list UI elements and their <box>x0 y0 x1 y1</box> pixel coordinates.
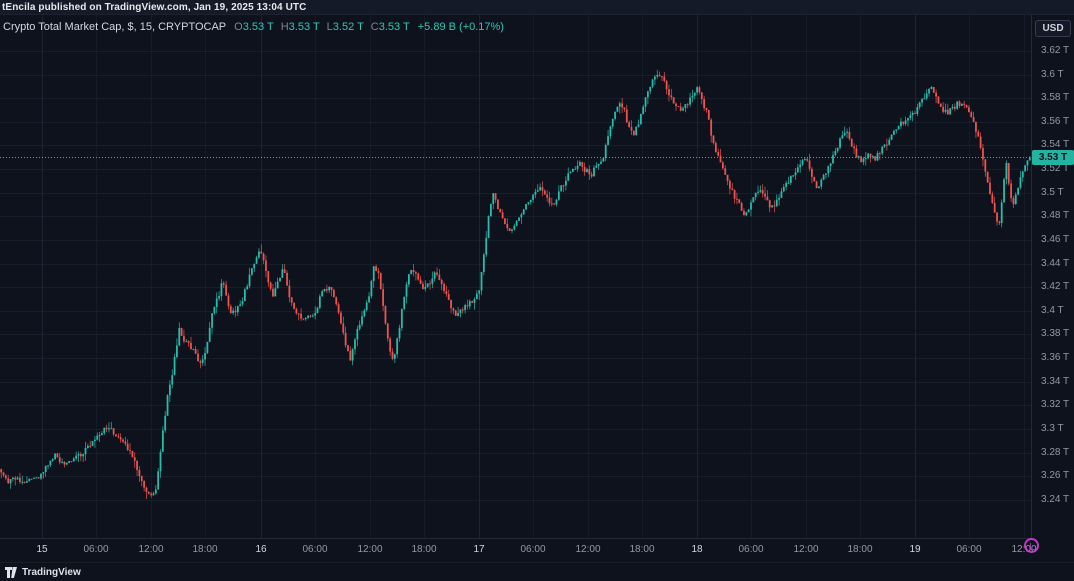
price-tick-label: 3.5 T <box>1041 186 1064 198</box>
price-tick-label: 3.36 T <box>1041 352 1070 364</box>
time-tick-label: 18:00 <box>192 544 218 555</box>
time-tick-label: 06:00 <box>738 544 764 555</box>
time-tick-label: 06:00 <box>956 544 982 555</box>
ohlc-value: 3.53 T <box>288 21 320 33</box>
ohlc-label: H <box>280 21 289 33</box>
chart-legend: Crypto Total Market Cap, $, 15, CRYPTOCA… <box>3 20 504 34</box>
attribution-bar: tEncila published on TradingView.com, Ja… <box>0 0 1074 15</box>
change-value: +5.89 B (+0.17%) <box>417 21 504 33</box>
time-tick-label: 06:00 <box>302 544 328 555</box>
ohlc-value: 3.53 T <box>378 21 410 33</box>
ohlc-item: O3.53 T <box>234 21 274 33</box>
price-tick-label: 3.44 T <box>1041 257 1070 269</box>
price-tick-label: 3.42 T <box>1041 281 1070 293</box>
price-tick-label: 3.46 T <box>1041 233 1070 245</box>
price-tick-label: 3.6 T <box>1041 68 1064 80</box>
symbol-title: Crypto Total Market Cap, $, 15, CRYPTOCA… <box>3 21 227 33</box>
price-tick-label: 3.24 T <box>1041 493 1070 505</box>
price-tick-label: 3.4 T <box>1041 304 1064 316</box>
time-tick-label: 19 <box>909 544 921 555</box>
ohlc-value: 3.52 T <box>332 21 364 33</box>
currency-usd-button[interactable]: USD <box>1035 20 1071 37</box>
tradingview-logo-text: TradingView <box>22 566 81 578</box>
price-tick-label: 3.28 T <box>1041 446 1070 458</box>
ohlc-item: C3.53 T <box>371 21 410 33</box>
price-tick-label: 3.34 T <box>1041 375 1070 387</box>
time-tick-label: 06:00 <box>83 544 109 555</box>
price-tick-label: 3.56 T <box>1041 115 1070 127</box>
price-tick-label: 3.58 T <box>1041 92 1070 104</box>
last-price-badge: 3.53 T <box>1032 149 1074 165</box>
price-tick-label: 3.32 T <box>1041 399 1070 411</box>
time-tick-label: 12:00 <box>793 544 819 555</box>
time-tick-label: 12:00 <box>1011 544 1037 555</box>
ohlc-item: H3.53 T <box>281 21 320 33</box>
time-tick-label: 15 <box>36 544 48 555</box>
time-scale[interactable]: 15 06:00 12:00 18:00 16 06:00 12:00 18:00 17 06:0… <box>0 538 1037 562</box>
price-tick-label: 3.52 T <box>1041 163 1070 175</box>
ohlc-value: 3.53 T <box>242 21 274 33</box>
tradingview-logo[interactable]: TradingView <box>5 566 81 578</box>
ohlc-values: O3.53 T H3.53 T L3.52 T C3.53 T <box>234 21 417 33</box>
time-tick-label: 12:00 <box>138 544 164 555</box>
time-tick-label: 18:00 <box>411 544 437 555</box>
time-tick-label: 16 <box>255 544 267 555</box>
price-tick-label: 3.38 T <box>1041 328 1070 340</box>
ohlc-item: L3.52 T <box>327 21 364 33</box>
ohlc-label: C <box>370 21 379 33</box>
attribution-text: tEncila published on TradingView.com, Ja… <box>2 1 307 13</box>
price-tick-label: 3.48 T <box>1041 210 1070 222</box>
time-tick-label: 12:00 <box>357 544 383 555</box>
price-scale[interactable]: 3.62 T 3.6 T 3.58 T 3.56 T 3.54 T 3.52 T 3.5 T… <box>1031 15 1074 538</box>
ohlc-label: O <box>234 21 243 33</box>
candlestick-chart[interactable] <box>0 0 1074 562</box>
time-tick-label: 18:00 <box>847 544 873 555</box>
footer-bar: TradingView <box>0 562 1074 581</box>
price-tick-label: 3.54 T <box>1041 139 1070 151</box>
price-tick-label: 3.26 T <box>1041 470 1070 482</box>
price-tick-label: 3.62 T <box>1041 45 1070 56</box>
time-tick-label: 17 <box>473 544 485 555</box>
time-tick-label: 06:00 <box>520 544 546 555</box>
time-tick-label: 18 <box>691 544 703 555</box>
purple-circle-marker-icon <box>1024 538 1039 553</box>
ohlc-label: L <box>326 21 333 33</box>
time-tick-label: 18:00 <box>629 544 655 555</box>
time-tick-label: 12:00 <box>575 544 601 555</box>
price-tick-label: 3.3 T <box>1041 422 1064 434</box>
tradingview-logo-icon <box>5 566 18 578</box>
last-price-label: 3.53 T <box>1038 151 1068 163</box>
